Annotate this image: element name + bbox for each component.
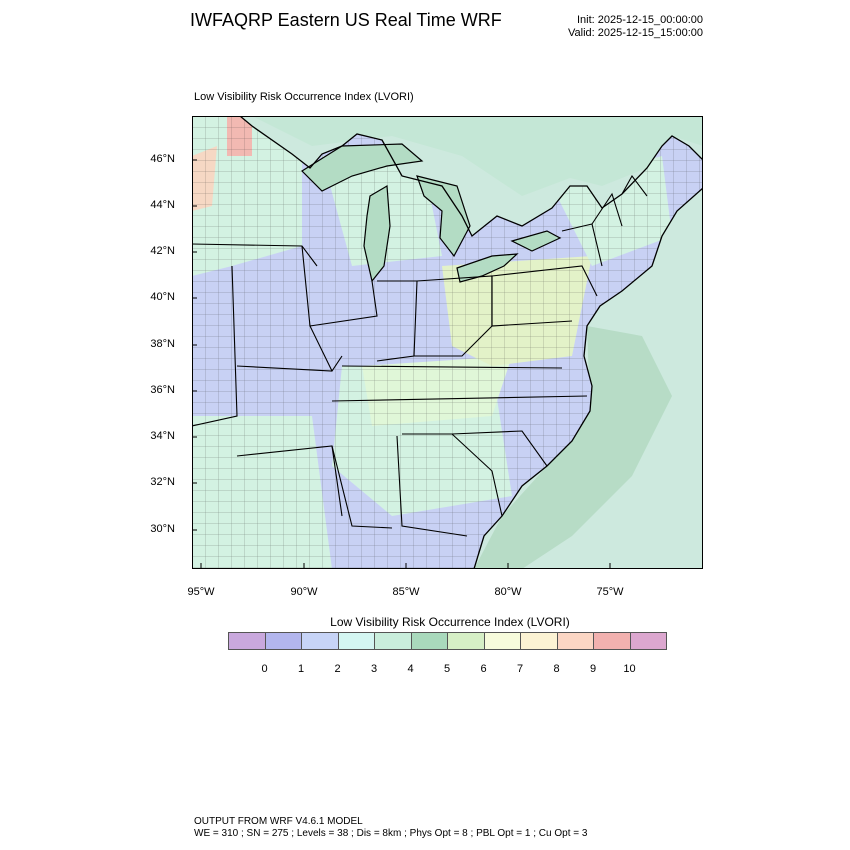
- legend-tick-label: 5: [443, 663, 451, 675]
- map-panel: [191, 115, 704, 570]
- lake-michigan: [363, 184, 391, 283]
- lon-label: 75°W: [596, 586, 624, 598]
- legend-swatch: [593, 632, 631, 650]
- legend-swatch: [410, 632, 448, 650]
- lat-label: 46°N: [150, 153, 175, 165]
- legend-tick-label: 10: [623, 663, 636, 675]
- lat-label: 40°N: [150, 291, 175, 303]
- legend-swatch: [264, 632, 302, 650]
- legend-swatch: [337, 632, 375, 650]
- legend-swatch: [228, 632, 266, 650]
- valid-time-label: Valid: 2025-12-15_15:00:00: [568, 27, 703, 39]
- lat-label: 30°N: [150, 523, 175, 535]
- lat-label: 44°N: [150, 199, 175, 211]
- lat-label: 36°N: [150, 384, 175, 396]
- lon-label: 90°W: [290, 586, 318, 598]
- lake-huron: [416, 175, 471, 258]
- map-subtitle: Low Visibility Risk Occurrence Index (LV…: [194, 91, 414, 103]
- lake-erie: [456, 253, 519, 283]
- legend-tick-label: 7: [516, 663, 524, 675]
- lon-label: 95°W: [187, 586, 215, 598]
- map-border: [192, 116, 703, 569]
- lake-ontario: [510, 230, 562, 252]
- legend-tick-label: 6: [480, 663, 487, 675]
- footer-model-line: OUTPUT FROM WRF V4.6.1 MODEL: [194, 816, 363, 827]
- lat-label: 42°N: [150, 245, 175, 257]
- legend-swatch: [556, 632, 594, 650]
- init-time-label: Init: 2025-12-15_00:00:00: [577, 14, 703, 26]
- lon-label: 80°W: [494, 586, 522, 598]
- chart-title: IWFAQRP Eastern US Real Time WRF: [190, 10, 502, 30]
- legend-tick-label: 4: [407, 663, 414, 675]
- legend-tick-label: 2: [334, 663, 341, 675]
- legend-tick-label: 3: [370, 663, 378, 675]
- legend-swatch: [374, 632, 412, 650]
- legend-swatch: [483, 632, 521, 650]
- lake-superior: [301, 143, 424, 192]
- lat-label: 32°N: [150, 476, 175, 488]
- footer-config-line: WE = 310 ; SN = 275 ; Levels = 38 ; Dis …: [194, 828, 588, 839]
- state-borders: [191, 174, 648, 537]
- continental-shelf: [474, 326, 672, 569]
- lon-label: 85°W: [392, 586, 420, 598]
- legend-title: Low Visibility Risk Occurrence Index (LV…: [330, 615, 570, 629]
- legend-tick-label: 1: [297, 663, 305, 675]
- lat-label: 38°N: [150, 338, 175, 350]
- legend-tick-label: 0: [261, 663, 268, 675]
- lat-label: 34°N: [150, 430, 175, 442]
- map-svg: [191, 115, 704, 570]
- legend-tick-label: 8: [553, 663, 560, 675]
- legend-swatch: [629, 632, 667, 650]
- legend-swatch: [447, 632, 485, 650]
- legend-tick-label: 9: [589, 663, 597, 675]
- legend-swatch: [301, 632, 339, 650]
- legend-swatch: [520, 632, 558, 650]
